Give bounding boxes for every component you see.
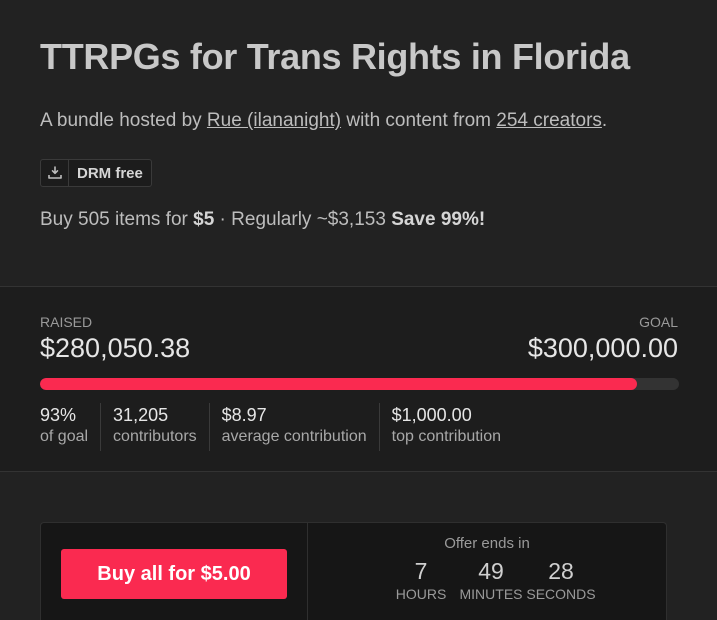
goal-progress-fill [40, 378, 637, 390]
download-tray-icon [41, 160, 69, 186]
price-summary: Buy 505 items for $5 · Regularly ~$3,153… [40, 209, 485, 231]
drm-free-label: DRM free [77, 164, 143, 182]
fundraising-stats: RAISED GOAL $280,050.38 $300,000.00 93% … [0, 286, 717, 472]
savings-text: Save 99%! [391, 209, 486, 230]
countdown-unit: SECONDS [526, 586, 596, 602]
bundle-price: $5 [193, 209, 215, 230]
stat-average-contribution: $8.97 average contribution [208, 403, 379, 451]
drm-free-badge: DRM free [40, 159, 152, 187]
countdown-units: 7 HOURS 49 MINUTES 28 SECONDS [386, 557, 596, 603]
stat-value: $1,000.00 [391, 405, 472, 425]
stat-value: 93% [40, 405, 77, 425]
stat-value: $8.97 [221, 405, 267, 425]
stat-label: of goal [40, 428, 89, 445]
stat-label: top contribution [391, 428, 502, 445]
regular-price: · Regularly ~$3,153 [214, 209, 392, 230]
subtitle-suffix: . [601, 110, 608, 131]
goal-label: GOAL [639, 314, 678, 330]
price-prefix: Buy 505 items for [40, 209, 194, 230]
subtitle-middle: with content from [341, 110, 497, 131]
divider [307, 523, 308, 620]
goal-amount: $300,000.00 [527, 333, 678, 363]
stat-cells: 93% of goal 31,205 contributors $8.97 av… [40, 403, 513, 451]
countdown-minutes: 49 MINUTES [456, 557, 526, 603]
raised-amount: $280,050.38 [40, 333, 191, 363]
bundle-title: TTRPGs for Trans Rights in Florida [40, 36, 630, 77]
stat-goal-percent: 93% of goal [40, 403, 100, 451]
goal-progress-bar [40, 378, 679, 390]
countdown-value: 49 [478, 558, 504, 584]
subtitle-prefix: A bundle hosted by [40, 110, 207, 131]
stat-value: 31,205 [113, 405, 169, 425]
creators-link[interactable]: 254 creators [496, 110, 602, 131]
countdown-seconds: 28 SECONDS [526, 557, 596, 603]
bundle-subtitle: A bundle hosted by Rue (ilananight) with… [40, 110, 607, 132]
stat-label: average contribution [221, 428, 367, 445]
stat-label: contributors [113, 428, 197, 445]
countdown-hours: 7 HOURS [386, 557, 456, 603]
host-link[interactable]: Rue (ilananight) [206, 110, 342, 131]
countdown-value: 28 [548, 558, 574, 584]
purchase-box: Buy all for $5.00 Offer ends in 7 HOURS … [40, 522, 667, 620]
buy-all-button[interactable]: Buy all for $5.00 [61, 549, 287, 599]
stat-contributors: 31,205 contributors [100, 403, 209, 451]
countdown-unit: HOURS [395, 586, 447, 602]
offer-ends-label: Offer ends in [444, 535, 530, 552]
countdown-value: 7 [414, 558, 428, 584]
raised-label: RAISED [40, 314, 93, 330]
stat-top-contribution: $1,000.00 top contribution [378, 403, 513, 451]
countdown-unit: MINUTES [459, 586, 523, 602]
bundle-header: TTRPGs for Trans Rights in Florida A bun… [0, 0, 717, 286]
